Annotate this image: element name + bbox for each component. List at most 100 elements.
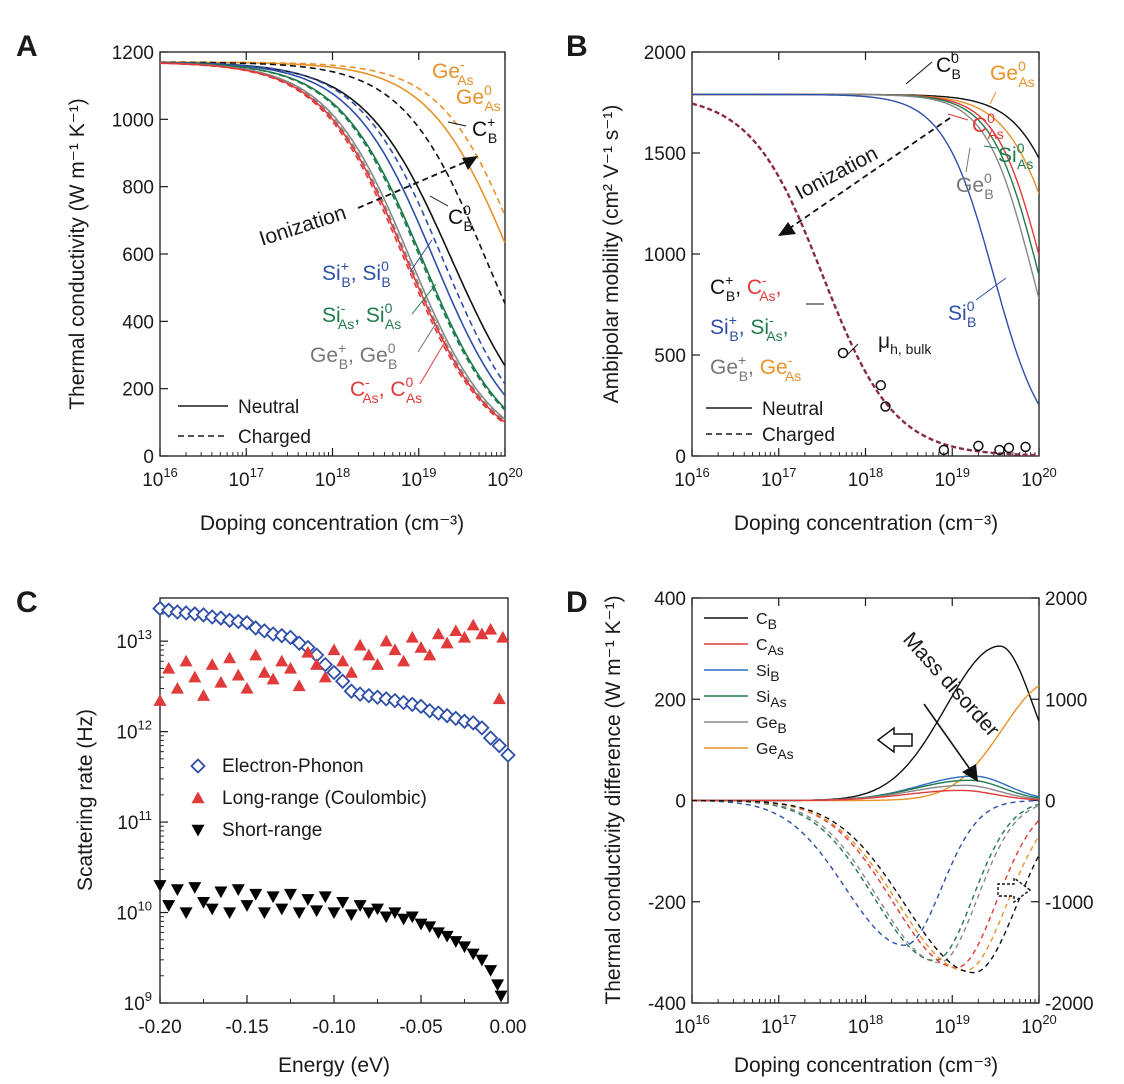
label-ge-as-zero-sub: As [484,98,500,114]
panel-b-chart: 1016 1017 1018 1019 10200500100015002000Dopi… [600,43,1057,535]
panel-d-legend-label-sub: As [770,694,786,710]
panel-a-x-tick-label-base: 10 [401,470,422,491]
panel-d-y-tick-label: 400 [654,589,686,610]
panel-d-legend-label: CAs [756,637,784,658]
panel-d-legend-label-main: Ge [756,741,777,758]
label-si-as-sub: As [385,316,401,332]
panel-c-point-Electron-Phonon [474,720,490,736]
panel-d-legend-label: GeAs [756,741,794,762]
panel-c-point-Electron-Phonon [195,607,212,623]
panel-d-y-tick-label: -200 [648,893,686,914]
panel-c-point-Electron-Phonon [465,715,481,731]
label-b-c-b-zero-sup: 0 [951,50,959,66]
panel-b-mu-h-bulk-point [938,444,950,456]
panel-b-x-tick-label: 1017 [761,465,797,491]
panel-a-y-tick-label: 1200 [112,43,154,64]
panel-a-x-tick-label-base: 10 [315,470,336,491]
panel-c-point-Short-range [284,888,297,901]
panel-c-point-Electron-Phonon [482,730,499,746]
panel-d-legend-label-sub: As [768,642,784,658]
panel-a-y-tick-label: 1000 [112,110,154,131]
panel-c-point-Long-range (Coulombic) [344,666,358,678]
label-b-ge-charged-reset: , [748,356,760,379]
label-si-as-sup: - [341,300,346,316]
label-b-c-as-zero-sub: As [987,126,1003,142]
label-b-si-charged-sub: As [766,328,782,344]
panel-c-point-Long-range (Coulombic) [397,654,411,667]
panel-c-point-Long-range (Coulombic) [496,630,510,643]
panel-d-y-tick-label: -400 [648,994,686,1015]
panel-a-y-tick-label: 200 [122,380,154,401]
panel-a-x-tick-label-exp: 16 [163,465,177,480]
label-b-c-charged-reset: , [735,276,747,299]
panel-c-point-Long-range (Coulombic) [310,658,324,670]
label-ge-b-sub: B [388,356,397,372]
panel-c-y-tick-label-exp: 12 [138,718,152,733]
panel-b-mu-h-bulk-point [994,444,1005,456]
panel-d-legend-label-sub: B [770,668,779,684]
panel-c-y-tick-label-exp: 13 [138,627,152,642]
panel-c-point-Short-range [353,900,367,912]
panel-a-x-tick-label: 1017 [228,465,264,491]
panel-c-point-Long-range (Coulombic) [484,622,498,635]
label-b-ge-charged-part: Ge [710,356,738,379]
label-c-as-sup: - [365,374,370,390]
panel-c-point-Short-range [153,880,167,892]
panel-c-point-Electron-Phonon [326,664,342,681]
panel-c-point-Short-range [249,888,263,901]
label-b-si-b-zero: Si0 B [948,298,976,330]
panel-c-point-Short-range [240,900,254,912]
panel-c-point-Long-range (Coulombic) [379,634,393,647]
label-b-c-charged-part: C [710,276,725,299]
panel-c-point-Long-range (Coulombic) [231,668,245,681]
panel-c-point-Short-range [379,911,393,924]
panel-c-point-Short-range [484,965,498,977]
panel-a-series-Ge⁰_As [160,61,505,244]
panel-c-point-Long-range (Coulombic) [240,681,254,694]
label-ge-as-minus: Ge-As [432,56,474,88]
panel-c-point-Electron-Phonon [352,686,368,702]
panel-a-y-tick-label: 800 [122,178,154,199]
panel-c-point-Short-range [310,905,324,918]
panel-b-x-tick-label-exp: 18 [869,465,883,480]
panel-b-mu-h-bulk-point [875,380,887,391]
panel-b-pointer [905,61,933,85]
panel-a-series-Ge⁺_B [160,62,505,422]
panel-c-point-Short-range [231,884,245,896]
panel-d-legend-label: SiB [756,663,780,684]
panel-d-x-tick-label-base: 10 [674,1017,695,1038]
panel-a-pointer [417,319,439,353]
label-b-ge-b-zero: Ge0 B [956,170,994,202]
panel-c-point-Long-range (Coulombic) [301,645,315,658]
panel-a-series-C⁰_As [160,62,505,423]
panel-c-point-Electron-Phonon [361,687,377,704]
label-ge-b-sup: 0 [388,340,396,356]
panel-c-point-Short-range [336,897,350,909]
panel-a-ionization-arrowhead [462,156,478,170]
label-b-c-charged-sub: B [726,288,735,304]
panel-d-legend-label-main: Si [756,689,770,706]
panel-c-point-Long-range (Coulombic) [318,670,332,683]
label-c-b-plus-sub: B [488,130,497,146]
panel-c-point-Long-range (Coulombic) [170,681,184,694]
panel-c-point-Short-range [362,907,376,920]
panel-d-x-tick-label-exp: 17 [782,1012,796,1027]
label-b-c-charged-sup: + [725,272,733,288]
panel-c-point-Long-range (Coulombic) [492,692,506,705]
panel-d-mass-disorder-arrowhead [962,764,978,782]
panel-a-series-Si⁻_As [160,62,505,411]
panel-d-x-tick-label: 1020 [1021,1012,1057,1038]
label-c-b-plus-part: C [472,118,487,141]
label-ge-b-part: Ge [360,344,388,367]
label-c-b-plus: C+ B [472,114,497,146]
label-b-c-charged-reset: , [776,276,782,299]
panel-a-pointer [419,339,447,385]
label-b-ge-as-zero-sub: As [1018,74,1034,90]
label-c-as-reset: , [379,378,391,401]
label-si-b-part: Si [322,262,341,285]
panel-b-pointer [975,277,1007,301]
panel-d-x-tick-label-base: 10 [848,1017,869,1038]
panel-d-x-tick-label-base: 10 [761,1017,782,1038]
panel-c-point-Long-range (Coulombic) [388,643,402,656]
